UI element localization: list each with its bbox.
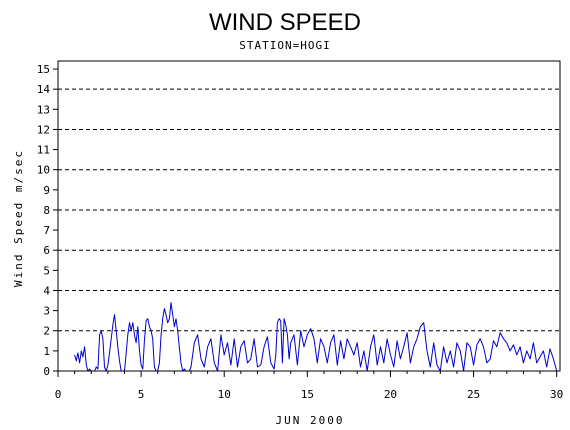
x-tick-label: 5 xyxy=(138,388,145,401)
y-axis-label: Wind Speed m/sec xyxy=(12,149,25,287)
y-tick-label: 2 xyxy=(43,325,50,338)
x-axis-label: JUN 2000 xyxy=(276,414,345,427)
y-tick-label: 4 xyxy=(43,284,50,297)
y-tick-label: 13 xyxy=(37,103,50,116)
plot-frame xyxy=(57,60,561,372)
x-tick-label: 20 xyxy=(384,388,397,401)
y-tick-label: 3 xyxy=(43,305,50,318)
series-line-0 xyxy=(74,302,558,372)
gridlines xyxy=(58,88,560,332)
y-tick-label: 15 xyxy=(37,63,50,76)
y-tick-label: 1 xyxy=(43,345,50,358)
series-group xyxy=(74,302,558,372)
chart-subtitle: STATION=HOGI xyxy=(239,39,330,52)
y-tick-label: 12 xyxy=(37,123,50,136)
y-tick-label: 5 xyxy=(43,264,50,277)
x-axis-ticks: 0 5 10 15 20 25 30 xyxy=(55,371,563,401)
x-tick-label: 15 xyxy=(301,388,314,401)
x-tick-label: 30 xyxy=(550,388,563,401)
y-tick-label: 0 xyxy=(43,365,50,378)
x-tick-label: 0 xyxy=(55,388,62,401)
y-tick-label: 8 xyxy=(43,204,50,217)
y-tick-label: 6 xyxy=(43,244,50,257)
y-tick-label: 9 xyxy=(43,184,50,197)
y-tick-label: 11 xyxy=(37,144,50,157)
x-tick-label: 25 xyxy=(467,388,480,401)
y-tick-label: 7 xyxy=(43,224,50,237)
y-tick-label: 10 xyxy=(37,164,50,177)
chart-title: WIND SPEED xyxy=(209,9,361,36)
x-tick-label: 10 xyxy=(218,388,231,401)
y-tick-label: 14 xyxy=(37,83,51,96)
